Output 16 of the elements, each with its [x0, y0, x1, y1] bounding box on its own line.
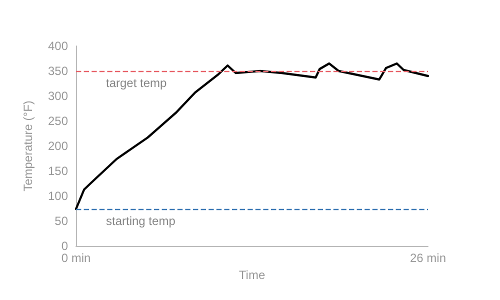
x-tick-label: 0 min — [61, 251, 91, 265]
y-tick-label: 300 — [48, 89, 68, 103]
y-tick-label: 150 — [48, 164, 68, 178]
y-tick-label: 350 — [48, 64, 68, 78]
y-tick-label: 100 — [48, 189, 68, 203]
y-tick-label: 250 — [48, 114, 68, 128]
x-axis-title: Time — [238, 268, 266, 282]
y-axis-title: Temperature (°F) — [21, 100, 35, 192]
ref-line-label: starting temp — [106, 214, 176, 228]
y-tick-label: 200 — [48, 139, 68, 153]
x-tick-label: 26 min — [410, 251, 446, 265]
ref-line-label: target temp — [106, 76, 168, 90]
line-series — [74, 62, 430, 210]
y-tick-label: 50 — [54, 214, 68, 228]
y-tick-label: 400 — [48, 39, 68, 53]
y-tick-label: 0 — [61, 239, 68, 253]
